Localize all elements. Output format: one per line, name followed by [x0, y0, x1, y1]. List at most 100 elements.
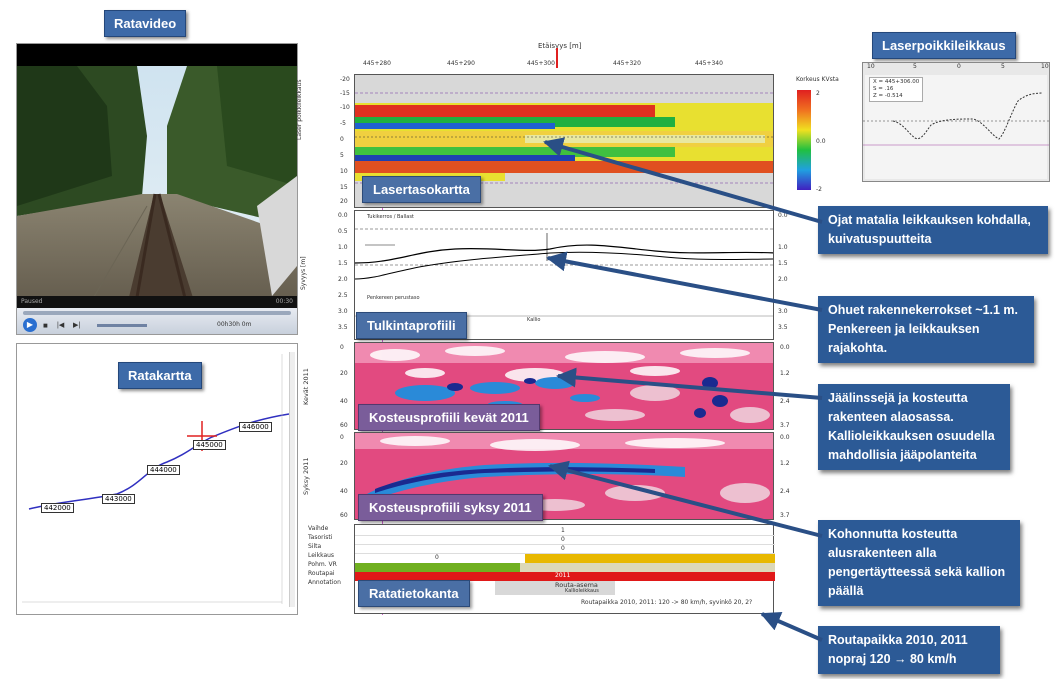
laser-ytick-7: 15: [340, 184, 348, 191]
callout-routapaikka: Routapaikka 2010, 2011 nopraj 120 → 80 k…: [818, 626, 1000, 674]
stop-button[interactable]: ■: [43, 321, 48, 330]
video-frame: [17, 66, 297, 326]
spring-ytick-0: 0: [340, 344, 344, 351]
cross-tick-1: 5: [913, 63, 917, 70]
db-row-pohm: [355, 563, 775, 572]
db-row-silta: 0: [355, 545, 775, 554]
db-footer-text: Routapaikka 2010, 2011: 120 -> 80 km/h, …: [581, 599, 753, 606]
laser-ytick-0: -20: [340, 76, 350, 83]
position-marker-red: [556, 48, 558, 68]
profile-label-kallio: Kallio: [527, 317, 541, 323]
laser-yticks: -20 -15 -10 -5 0 5 10 15 20: [340, 74, 354, 208]
db-label-3: Leikkaus: [308, 552, 335, 559]
profile-ytick-6: 3.0: [338, 308, 348, 315]
autumn-rtick-2: 2.4: [780, 488, 790, 495]
cross-tick-0: 10: [867, 63, 875, 70]
profile-ytick-7: 3.5: [338, 324, 348, 331]
db-row-leikkaus: 0: [355, 554, 775, 563]
laser-ytick-3: -5: [340, 120, 346, 127]
database-panel: 1 0 0 0 2011 Routa-asema Kallioleikkaus …: [354, 524, 775, 614]
leikkaus-yellow-bar: [525, 554, 775, 563]
cross-info-3: Z = -0.514: [873, 93, 903, 99]
kosteus-syksy-tag: Kosteusprofiili syksy 2011: [358, 494, 543, 521]
video-status-right: 00:30: [275, 298, 293, 305]
spring-ytick-2: 40: [340, 398, 348, 405]
video-status-left: Paused: [21, 298, 43, 305]
autumn-ytick-3: 60: [340, 512, 348, 519]
lasertasokartta-tag: Lasertasokartta: [362, 176, 481, 203]
callout-rakennekerrokset: Ohuet rakennekerrokset ~1.1 m. Penkereen…: [818, 296, 1034, 363]
profile-ytick-0: 0.0: [338, 212, 348, 219]
colorbar-tick-2: -2: [816, 186, 822, 193]
ratavideo-tag: Ratavideo: [104, 10, 187, 37]
laser-ytick-5: 5: [340, 152, 344, 159]
map-marker-443000: 443000: [102, 494, 135, 504]
laser-colorbar: [797, 90, 811, 190]
db-value-0: 1: [561, 527, 565, 534]
db-value-2: 0: [561, 545, 565, 552]
spring-ytick-1: 20: [340, 370, 348, 377]
video-player[interactable]: Paused 00:30 ▶ ■ |◀ ▶| 00h30h 0m: [16, 43, 298, 335]
spring-yticks-right: 0.0 1.2 2.4 3.7: [780, 342, 798, 430]
next-button[interactable]: ▶|: [73, 322, 81, 329]
laser-ytick-1: -15: [340, 90, 350, 97]
spring-rtick-0: 0.0: [780, 344, 790, 351]
autumn-ytick-0: 0: [340, 434, 344, 441]
profile-lower-line: [355, 251, 773, 280]
map-scrollbar[interactable]: [289, 352, 295, 607]
laserpoikkileikkaus-tag: Laserpoikkileikkaus: [872, 32, 1016, 59]
spring-yticks: 0 20 40 60: [340, 342, 354, 430]
db-label-5: Routapai: [308, 570, 335, 577]
profile-yticks-right: 0.0 1.0 1.5 2.0 3.0 3.5: [778, 210, 796, 340]
callout-kosteutta: Kohonnutta kosteutta alusrakenteen alla …: [818, 520, 1020, 606]
pohm-olive-bar: [520, 563, 775, 572]
chart-header-ticks: 445+280 445+290 445+300 445+320 445+340: [355, 60, 775, 72]
autumn-yticks: 0 20 40 60: [340, 432, 354, 520]
xtick-1: 445+290: [447, 60, 475, 67]
chart-header-title: Etäisyys [m]: [538, 42, 582, 50]
db-label-0: Vaihde: [308, 525, 329, 532]
profile-ylabel: Syvyys [m]: [300, 256, 307, 290]
autumn-rtick-3: 3.7: [780, 512, 790, 519]
cross-info-1: X = 445+306.00: [873, 79, 920, 85]
map-marker-442000: 442000: [41, 503, 74, 513]
db-red-label: 2011: [555, 572, 571, 579]
db-row-tasoristi: 0: [355, 536, 775, 545]
play-button[interactable]: ▶: [23, 318, 37, 332]
map-marker-445000: 445000: [193, 440, 226, 450]
db-kallio-label: Kallioleikkaus: [565, 588, 599, 594]
cross-tick-4: 10: [1041, 63, 1049, 70]
autumn-ytick-2: 40: [340, 488, 348, 495]
ratakartta-tag: Ratakartta: [118, 362, 202, 389]
profile-ytick-3: 1.5: [338, 260, 348, 267]
spring-ytick-3: 60: [340, 422, 348, 429]
profile-rtick-1: 1.0: [778, 244, 788, 251]
profile-rtick-5: 3.5: [778, 324, 788, 331]
colorbar-title: Korkeus KVsta: [796, 76, 839, 83]
db-label-6: Annotation: [308, 579, 341, 586]
cross-profile: [892, 92, 1044, 140]
video-status-bar: Paused 00:30: [17, 296, 297, 308]
speed-readout: 00h30h 0m: [217, 321, 252, 328]
laser-ytick-2: -10: [340, 104, 350, 111]
pohm-green-bar: [355, 563, 520, 572]
profile-upper-line: [355, 244, 773, 264]
xtick-4: 445+340: [695, 60, 723, 67]
seek-bar[interactable]: [23, 311, 291, 315]
ratatietokanta-tag: Ratatietokanta: [358, 580, 470, 607]
cross-info-2: S = .16: [873, 86, 894, 92]
profile-ytick-5: 2.5: [338, 292, 348, 299]
tulkintaprofiili-tag: Tulkintaprofiili: [356, 312, 467, 339]
track-line: [28, 413, 290, 510]
db-row-vaihde: 1: [355, 527, 775, 536]
profile-ytick-1: 0.5: [338, 228, 348, 235]
profile-rtick-4: 3.0: [778, 308, 788, 315]
cross-ticks: 10 5 0 5 10: [863, 63, 1051, 73]
volume-slider[interactable]: [97, 324, 147, 327]
arrow-routapaikka: [760, 611, 823, 642]
prev-button[interactable]: |◀: [57, 322, 65, 329]
profile-label-mid: Penkereen perustaso: [367, 295, 420, 301]
autumn-rtick-1: 1.2: [780, 460, 790, 467]
callout-ojat: Ojat matalia leikkauksen kohdalla, kuiva…: [818, 206, 1048, 254]
xtick-2: 445+300: [527, 60, 555, 67]
